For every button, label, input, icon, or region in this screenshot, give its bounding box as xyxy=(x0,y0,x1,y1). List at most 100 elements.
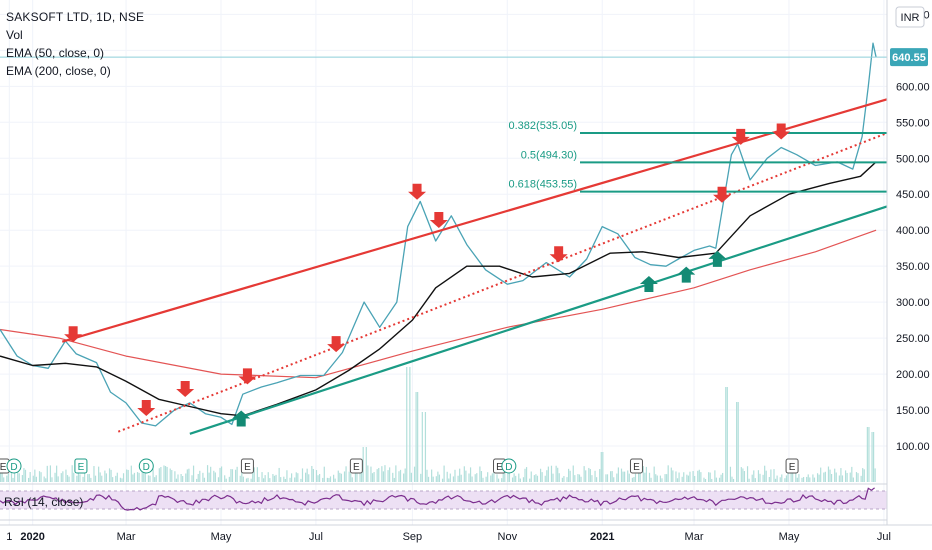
volume-bar xyxy=(361,466,363,482)
volume-bar xyxy=(68,476,70,482)
fib-level-label: 0.382(535.05) xyxy=(509,120,578,132)
volume-bar xyxy=(112,477,114,482)
sell-arrow-icon xyxy=(408,183,427,200)
volume-bar xyxy=(403,473,405,482)
volume-bar xyxy=(29,472,31,482)
volume-bar xyxy=(133,472,136,482)
volume-bar xyxy=(459,468,461,482)
volume-bar xyxy=(339,472,341,482)
volume-bar xyxy=(580,476,582,482)
volume-bar xyxy=(642,466,644,482)
legend-vol[interactable]: Vol xyxy=(6,28,23,42)
volume-bar xyxy=(737,402,739,482)
volume-bar xyxy=(328,478,330,482)
symbol-title[interactable]: SAKSOFT LTD, 1D, NSE xyxy=(6,10,145,24)
volume-bar xyxy=(720,474,722,482)
volume-bar xyxy=(591,475,593,482)
volume-bar xyxy=(66,475,69,482)
volume-bar xyxy=(239,475,241,482)
volume-bar xyxy=(326,477,328,482)
volume-bar xyxy=(84,468,86,482)
volume-bar xyxy=(471,476,473,482)
sell-arrow-icon xyxy=(549,246,568,263)
volume-bar xyxy=(469,467,472,482)
volume-bar xyxy=(308,474,310,482)
volume-bar xyxy=(144,472,146,482)
volume-bar xyxy=(709,472,711,482)
volume-bar xyxy=(798,474,800,482)
volume-bar xyxy=(504,472,506,482)
volume-bar xyxy=(28,477,30,482)
volume-bar xyxy=(65,469,67,482)
volume-bar xyxy=(452,476,455,482)
volume-bar xyxy=(158,468,160,482)
volume-bar xyxy=(370,466,372,482)
volume-bar xyxy=(776,475,778,482)
volume-bar xyxy=(431,469,433,482)
sell-arrow-icon xyxy=(137,399,156,416)
volume-bar xyxy=(382,471,385,482)
volume-bar xyxy=(93,466,95,482)
volume-bar xyxy=(267,472,269,482)
volume-bar xyxy=(751,474,753,482)
volume-bar xyxy=(242,476,244,482)
volume-bar xyxy=(87,474,89,482)
event-marker-label: E xyxy=(789,462,796,473)
volume-bar xyxy=(567,468,570,482)
y-tick-label: 350.00 xyxy=(896,261,930,273)
event-marker-label: D xyxy=(10,462,17,473)
volume-bar xyxy=(280,477,282,482)
volume-bar xyxy=(620,468,623,482)
volume-bar xyxy=(841,475,844,482)
volume-bars xyxy=(0,367,876,482)
volume-bar xyxy=(496,474,498,482)
volume-bar xyxy=(348,471,350,482)
price-line xyxy=(0,42,877,427)
volume-bar xyxy=(602,452,604,482)
legend-ema50[interactable]: EMA (50, close, 0) xyxy=(6,46,105,60)
y-tick-label: 600.00 xyxy=(896,81,930,93)
volume-bar xyxy=(110,469,112,482)
volume-bar xyxy=(289,477,291,482)
volume-bar xyxy=(94,475,97,482)
volume-bar xyxy=(666,474,668,482)
earnings-marker-icon xyxy=(785,458,799,474)
volume-bar xyxy=(631,477,633,482)
volume-bar xyxy=(119,477,122,482)
volume-bar xyxy=(319,473,321,482)
volume-bar xyxy=(600,452,602,482)
volume-bar xyxy=(449,473,451,482)
volume-bar xyxy=(589,469,591,482)
last-price-tag xyxy=(890,48,928,67)
volume-bar xyxy=(228,476,230,482)
earnings-marker-icon xyxy=(349,458,363,474)
volume-bar xyxy=(476,473,478,482)
volume-bar xyxy=(846,472,848,482)
event-marker-label: E xyxy=(496,462,503,473)
volume-bar xyxy=(315,470,318,482)
volume-bar xyxy=(482,477,484,482)
volume-bar xyxy=(413,466,416,482)
earnings-marker-icon xyxy=(240,458,254,474)
volume-bar xyxy=(718,477,721,482)
volume-bar xyxy=(644,472,646,482)
volume-bar xyxy=(577,474,579,482)
volume-bar xyxy=(667,465,669,482)
volume-bar xyxy=(829,469,831,482)
volume-bar xyxy=(550,465,553,482)
volume-bar xyxy=(518,473,520,482)
event-marker-label: E xyxy=(244,462,251,473)
volume-bar xyxy=(219,467,221,482)
volume-bar xyxy=(294,477,296,482)
fib-level-label: 0.5(494.30) xyxy=(521,149,577,161)
sell-arrow-icon xyxy=(64,326,83,343)
volume-bar xyxy=(792,471,794,482)
volume-bar xyxy=(692,471,694,482)
earnings-marker-icon xyxy=(74,458,88,474)
volume-bar xyxy=(180,473,182,482)
volume-bar xyxy=(715,477,718,482)
legend-ema200[interactable]: EMA (200, close, 0) xyxy=(6,64,111,78)
volume-bar xyxy=(866,427,868,482)
